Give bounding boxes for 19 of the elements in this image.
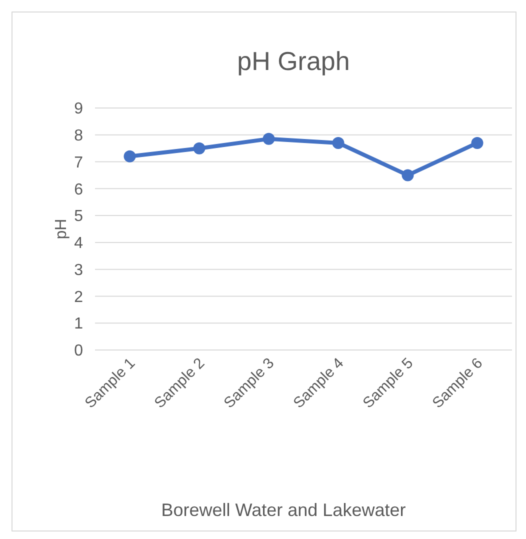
point: [262, 132, 275, 145]
point: [402, 169, 414, 182]
y-tick-label: 2: [74, 288, 84, 306]
y-tick-label: 1: [74, 316, 84, 333]
y-tick-label: 9: [74, 100, 84, 118]
point: [332, 136, 344, 149]
y-tick-label: 3: [74, 262, 84, 279]
y-tick-label: 0: [74, 342, 84, 360]
point: [124, 150, 136, 162]
point: [193, 142, 206, 154]
y-tick-label: 5: [74, 208, 84, 226]
y-tick-label: 4: [74, 235, 84, 252]
x-axis-title: Borewell Water and Lakewater: [161, 500, 406, 520]
point: [471, 136, 484, 149]
chart-title: pH Graph: [237, 46, 350, 76]
y-tick-label: 8: [74, 127, 84, 144]
y-axis-title: pH: [53, 218, 70, 240]
y-tick-label: 7: [74, 154, 84, 172]
y-tick-label: 6: [74, 181, 84, 198]
